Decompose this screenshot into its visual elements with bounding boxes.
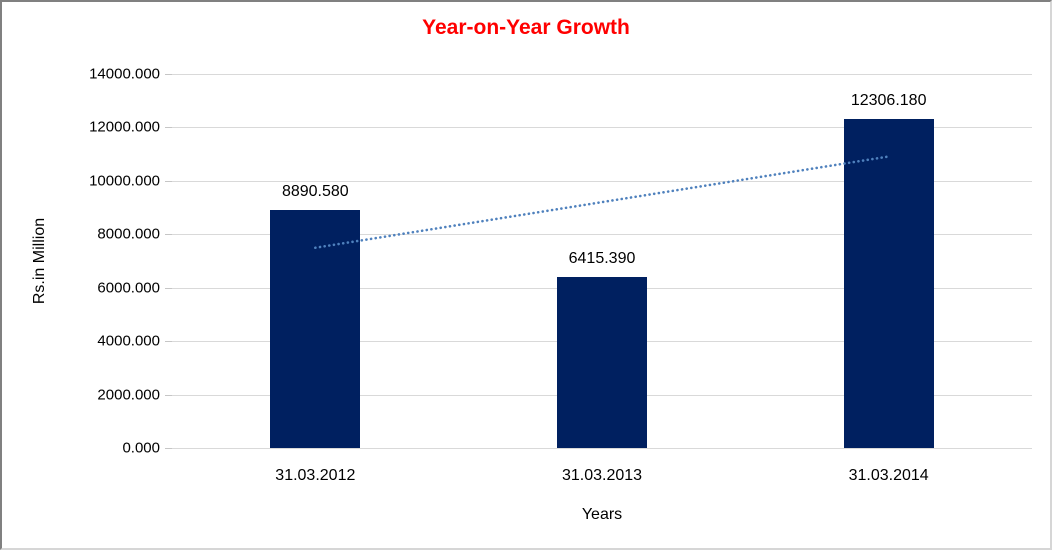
bar-value-label: 12306.180 bbox=[850, 92, 927, 110]
bar-31.03.2013[interactable] bbox=[557, 276, 647, 448]
y-tick-label: 2000.000 bbox=[97, 386, 160, 404]
gridline bbox=[172, 234, 1032, 236]
y-tick-label: 10000.000 bbox=[89, 172, 160, 190]
bar-31.03.2012[interactable] bbox=[270, 210, 361, 448]
y-axis-tick bbox=[165, 234, 172, 236]
y-tick-label: 0.000 bbox=[122, 439, 160, 457]
y-tick-label: 4000.000 bbox=[97, 332, 160, 350]
y-tick-label: 14000.000 bbox=[89, 65, 160, 83]
y-axis-tick bbox=[165, 394, 172, 396]
x-tick-label: 31.03.2013 bbox=[561, 467, 643, 484]
gridline bbox=[172, 127, 1032, 129]
gridline bbox=[172, 74, 1032, 75]
bar-value-label: 8890.580 bbox=[281, 183, 349, 201]
y-axis-tick bbox=[165, 74, 172, 75]
gridline bbox=[172, 448, 1032, 449]
x-tick-label: 31.03.2014 bbox=[848, 467, 929, 484]
chart-title: Year-on-Year Growth bbox=[422, 16, 630, 39]
bar-value-label: 6415.390 bbox=[568, 249, 636, 267]
y-axis-tick bbox=[165, 180, 172, 182]
gridline bbox=[172, 180, 1032, 182]
y-axis-tick bbox=[165, 448, 172, 449]
y-tick-label: 12000.000 bbox=[89, 118, 160, 136]
y-axis-tick bbox=[165, 287, 172, 289]
y-axis-tick bbox=[165, 127, 172, 129]
y-axis-tick bbox=[165, 341, 172, 343]
x-axis-title: Years bbox=[581, 506, 623, 523]
bar-31.03.2014[interactable] bbox=[843, 119, 934, 448]
y-tick-label: 8000.000 bbox=[97, 225, 160, 243]
y-tick-label: 6000.000 bbox=[97, 279, 160, 297]
x-tick-label: 31.03.2012 bbox=[275, 467, 356, 484]
